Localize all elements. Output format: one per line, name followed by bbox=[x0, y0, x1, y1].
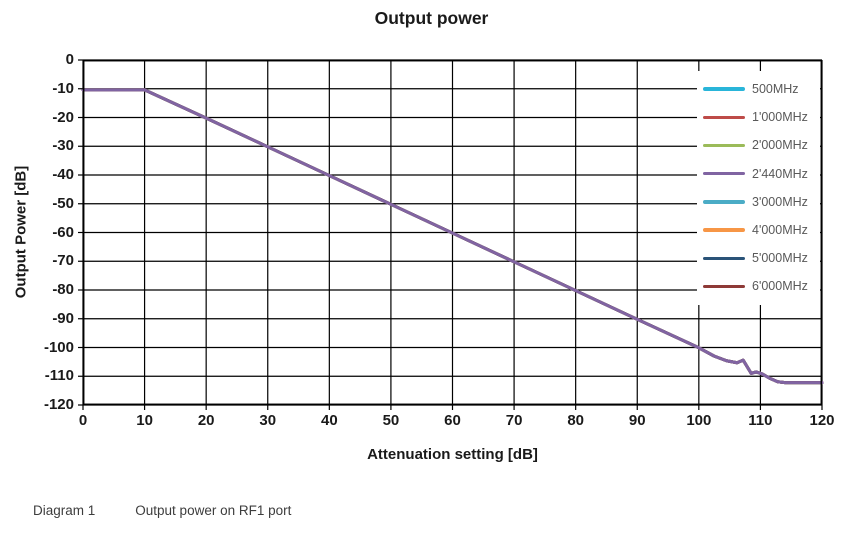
legend-swatch-500MHz bbox=[703, 87, 745, 91]
x-axis-tick-labels: 0 10 20 30 40 50 60 70 80 90 100 110 120 bbox=[79, 412, 835, 432]
legend-label: 3'000MHz bbox=[752, 194, 808, 209]
y-tick-label: 0 bbox=[65, 51, 74, 68]
legend-label: 6'000MHz bbox=[752, 279, 808, 294]
legend-label: 5'000MHz bbox=[752, 251, 808, 266]
legend-swatch-6000MHz bbox=[703, 284, 745, 289]
legend-label: 500MHz bbox=[752, 82, 799, 97]
x-tick-label: 70 bbox=[505, 412, 523, 429]
y-axis-title: Output Power [dB] bbox=[12, 165, 30, 299]
legend-item: 2'440MHz bbox=[703, 160, 808, 188]
x-tick-label: 60 bbox=[444, 412, 461, 429]
plot-border bbox=[82, 59, 823, 406]
legend-label: 2'440MHz bbox=[752, 166, 808, 181]
legend-swatch-2440MHz bbox=[703, 171, 745, 176]
x-tick-label: 120 bbox=[809, 412, 835, 429]
x-tick-label: 0 bbox=[78, 412, 88, 429]
x-tick-label: 100 bbox=[686, 412, 712, 429]
x-tick-label: 30 bbox=[259, 412, 277, 429]
x-tick-label: 110 bbox=[748, 412, 773, 429]
legend-label: 4'000MHz bbox=[752, 223, 808, 238]
y-tick-label: -90 bbox=[52, 309, 74, 327]
y-tick-label: -20 bbox=[52, 108, 74, 126]
caption-text: Output power on RF1 port bbox=[135, 503, 292, 518]
legend-item: 4'000MHz bbox=[703, 216, 808, 244]
chart-title: Output power bbox=[374, 8, 489, 28]
legend-item: 6'000MHz bbox=[703, 272, 808, 300]
x-axis-title: Attenuation setting [dB] bbox=[367, 446, 538, 463]
legend-item: 3'000MHz bbox=[703, 188, 808, 216]
legend-label: 2'000MHz bbox=[752, 138, 808, 153]
legend: 500MHz 1'000MHz 2'000MHz 2'440MHz 3'000MHz 4'… bbox=[697, 71, 820, 305]
legend-swatch-2000MHz bbox=[703, 143, 745, 148]
caption-label: Diagram 1 bbox=[33, 503, 96, 518]
x-tick-label: 20 bbox=[197, 412, 215, 429]
y-tick-label: -30 bbox=[52, 137, 74, 155]
y-tick-label: -110 bbox=[44, 367, 74, 385]
x-tick-label: 80 bbox=[567, 412, 584, 429]
y-tick-label: -100 bbox=[43, 338, 74, 356]
legend-item: 5'000MHz bbox=[703, 244, 808, 272]
x-tick-label: 50 bbox=[382, 412, 400, 429]
legend-swatch-5000MHz bbox=[703, 256, 745, 260]
legend-swatch-3000MHz bbox=[703, 200, 745, 204]
legend-item: 1'000MHz bbox=[703, 103, 808, 131]
x-tick-label: 40 bbox=[320, 412, 338, 429]
series-line-2440MHz bbox=[81, 88, 824, 385]
y-tick-label: -10 bbox=[52, 79, 74, 97]
x-tick-label: 10 bbox=[136, 412, 153, 429]
legend-swatch-4000MHz bbox=[703, 228, 745, 232]
x-tick-label: 90 bbox=[628, 412, 646, 429]
legend-swatch-1000MHz bbox=[703, 115, 745, 119]
figure-caption: Diagram 1 Output power on RF1 port bbox=[33, 503, 291, 518]
legend-item: 2'000MHz bbox=[703, 131, 808, 159]
legend-item: 500MHz bbox=[703, 75, 808, 103]
legend-label: 1'000MHz bbox=[752, 110, 808, 125]
